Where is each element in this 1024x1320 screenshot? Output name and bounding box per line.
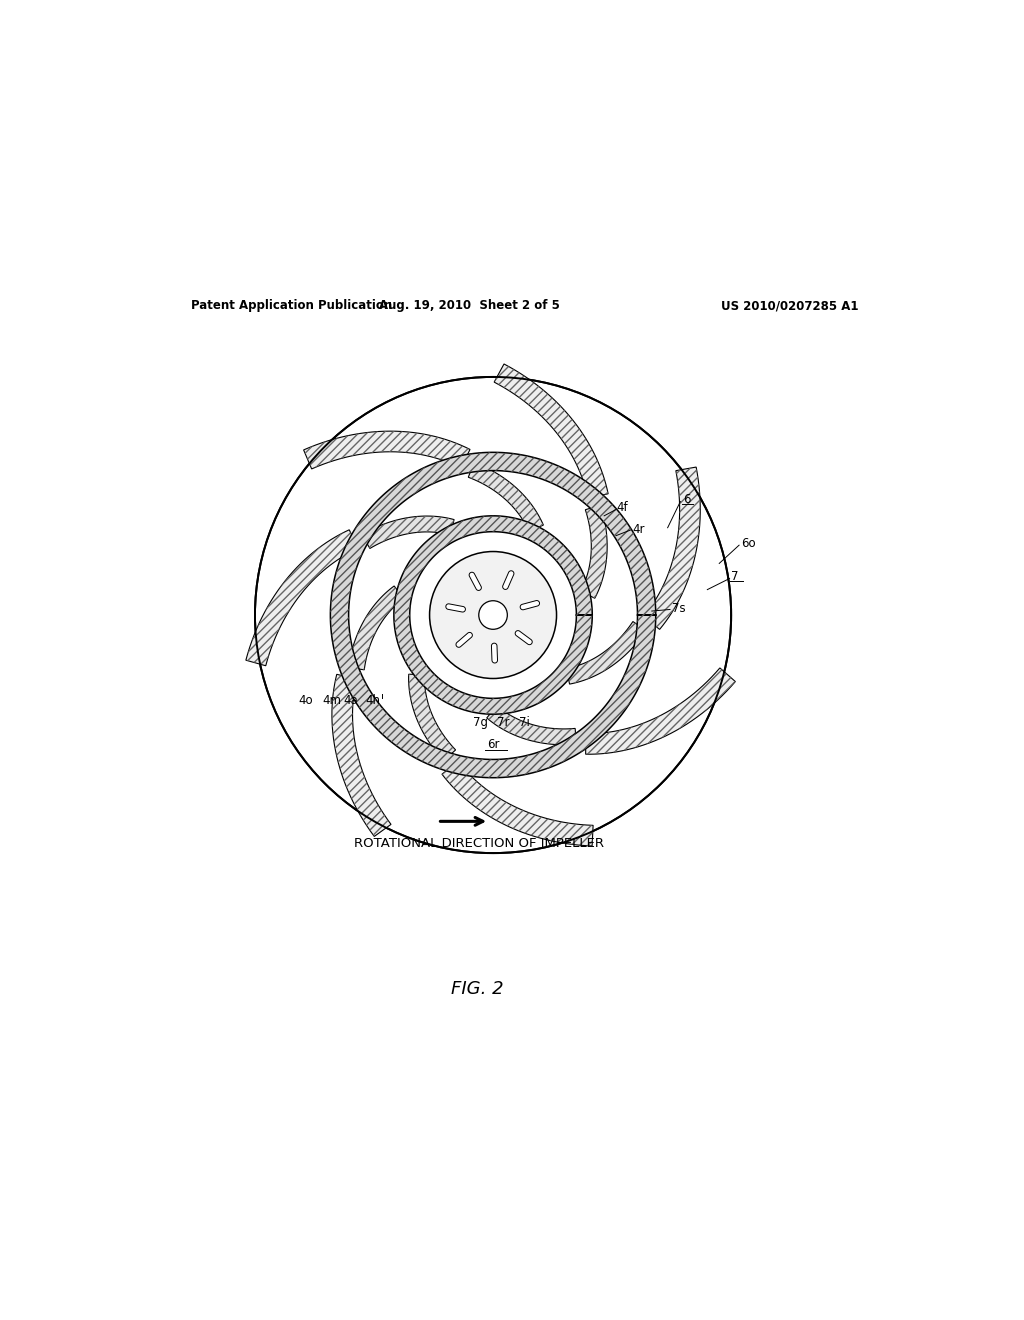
Text: 4a: 4a — [344, 694, 358, 708]
Text: Aug. 19, 2010  Sheet 2 of 5: Aug. 19, 2010 Sheet 2 of 5 — [379, 300, 560, 312]
Polygon shape — [331, 453, 655, 777]
Text: 4m: 4m — [323, 694, 341, 708]
Text: 4f: 4f — [616, 502, 628, 515]
Circle shape — [255, 378, 731, 853]
Polygon shape — [304, 432, 470, 469]
Polygon shape — [586, 668, 735, 754]
Text: Patent Application Publication: Patent Application Publication — [191, 300, 393, 312]
Text: 7: 7 — [731, 570, 738, 583]
Polygon shape — [503, 570, 514, 590]
Polygon shape — [246, 529, 358, 665]
Polygon shape — [332, 675, 391, 837]
Circle shape — [430, 552, 557, 678]
Text: FIG. 2: FIG. 2 — [451, 979, 504, 998]
Polygon shape — [445, 603, 466, 612]
Polygon shape — [566, 622, 646, 684]
Text: 6o: 6o — [740, 537, 756, 550]
Text: 7s: 7s — [672, 602, 685, 615]
Text: 6r: 6r — [486, 738, 500, 751]
Text: 4r: 4r — [632, 523, 644, 536]
Polygon shape — [643, 467, 700, 630]
Polygon shape — [515, 631, 532, 644]
Polygon shape — [581, 506, 607, 598]
Polygon shape — [394, 516, 592, 714]
Circle shape — [479, 601, 507, 630]
Polygon shape — [468, 462, 544, 532]
Polygon shape — [495, 364, 608, 498]
Text: 6: 6 — [684, 494, 691, 507]
Polygon shape — [409, 675, 456, 760]
Polygon shape — [348, 586, 403, 669]
Polygon shape — [492, 643, 498, 663]
Text: ROTATIONAL DIRECTION OF IMPELLER: ROTATIONAL DIRECTION OF IMPELLER — [354, 837, 604, 850]
Polygon shape — [361, 516, 454, 549]
Polygon shape — [456, 632, 472, 647]
Text: 4o: 4o — [299, 694, 313, 708]
Polygon shape — [442, 762, 593, 846]
Polygon shape — [486, 706, 577, 744]
Text: 7i: 7i — [519, 715, 530, 729]
Text: 4h: 4h — [366, 694, 380, 708]
Polygon shape — [469, 573, 481, 590]
Text: 7r: 7r — [497, 715, 510, 729]
Polygon shape — [520, 601, 540, 610]
Text: 7g: 7g — [473, 715, 488, 729]
Text: US 2010/0207285 A1: US 2010/0207285 A1 — [721, 300, 858, 312]
